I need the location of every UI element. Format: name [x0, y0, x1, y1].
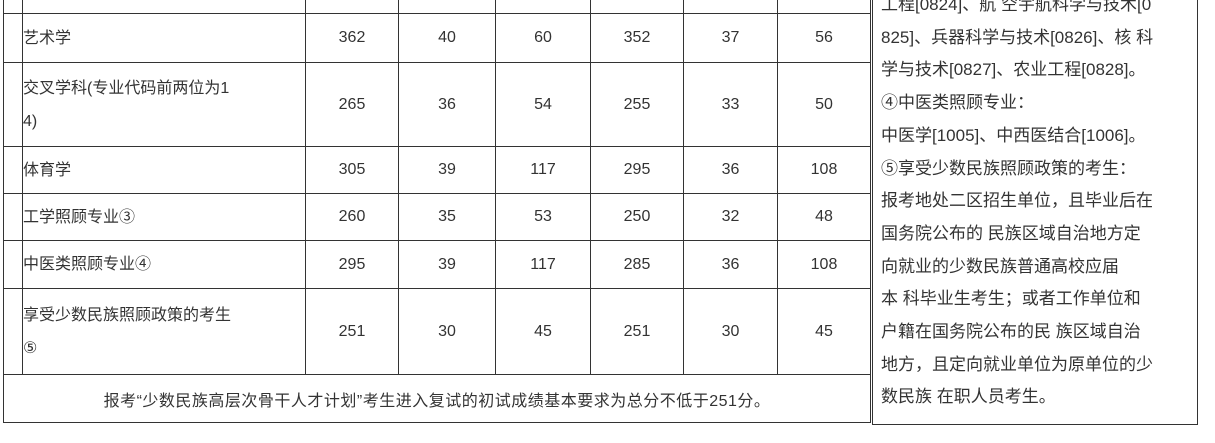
score-cell: 285 [590, 240, 684, 289]
score-cell [683, 0, 778, 14]
score-cell: 117 [495, 240, 591, 289]
score-cell: 362 [305, 13, 399, 63]
score-cell: 45 [777, 288, 871, 375]
table-row-art: 艺术学 362 40 60 352 37 56 [3, 13, 871, 63]
footer-note: 报考“少数民族高层次骨干人才计划”考生进入复试的初试成绩基本要求为总分不低于25… [3, 374, 871, 423]
subject-cell: 中医类照顾专业④ [22, 240, 306, 289]
remarks-line: 国务院公布的 民族区域自治地方定 [881, 223, 1141, 243]
score-cell: 30 [683, 288, 778, 375]
table-row-tcm-care: 中医类照顾专业④ 295 39 117 285 36 108 [3, 240, 871, 289]
score-cell: 50 [777, 62, 871, 147]
score-cell: 250 [590, 193, 684, 241]
subject-cell: 工学照顾专业③ [22, 193, 306, 241]
score-cell: 36 [683, 240, 778, 289]
score-cell: 305 [305, 146, 399, 194]
score-cell: 39 [398, 240, 496, 289]
score-cell: 251 [590, 288, 684, 375]
subject-cell [22, 0, 306, 14]
cut-column-cell [3, 62, 23, 147]
remarks-line: ④中医类照顾专业： [881, 93, 1034, 113]
table-row-minority-policy: 享受少数民族照顾政策的考生 ⑤ 251 30 45 251 30 45 [3, 288, 871, 375]
score-cell [398, 0, 496, 14]
remarks-line: 825]、兵器科学与技术[0826]、核 科 [881, 27, 1154, 47]
score-cell: 40 [398, 13, 496, 63]
remarks-line: 工程[0824]、航 空宇航科学与技术[0 [881, 0, 1152, 14]
score-cell [495, 0, 591, 14]
score-cell: 56 [777, 13, 871, 63]
table-row-engineering-care: 工学照顾专业③ 260 35 53 250 32 48 [3, 193, 871, 241]
remarks-line: 中医学[1005]、中西医结合[1006]。 [881, 125, 1146, 145]
cut-column-cell [3, 240, 23, 289]
score-cell: 48 [777, 193, 871, 241]
score-cell: 60 [495, 13, 591, 63]
score-cell: 35 [398, 193, 496, 241]
remarks-line: 向就业的少数民族普通高校应届 [881, 256, 1119, 276]
score-cell: 265 [305, 62, 399, 147]
remarks-line: 数民族 在职人员考生。 [881, 387, 1056, 407]
subject-cell: 交叉学科(专业代码前两位为1 4) [22, 62, 306, 147]
subject-cell: 艺术学 [22, 13, 306, 63]
score-cell: 33 [683, 62, 778, 147]
score-cell: 53 [495, 193, 591, 241]
score-cell: 37 [683, 13, 778, 63]
remarks-line: ⑤享受少数民族照顾政策的考生： [881, 158, 1136, 178]
score-cell [777, 0, 871, 14]
score-cell: 54 [495, 62, 591, 147]
score-cell: 295 [305, 240, 399, 289]
score-cell: 352 [590, 13, 684, 63]
cut-column-cell [3, 288, 23, 375]
remarks-line: 户籍在国务院公布的民 族区域自治 [881, 322, 1141, 342]
score-cell: 32 [683, 193, 778, 241]
score-cell: 39 [398, 146, 496, 194]
cut-column-cell [3, 193, 23, 241]
table-row-cutoff [3, 0, 871, 14]
remarks-line: 报考地处二区招生单位，且毕业后在 [881, 191, 1153, 211]
score-cell: 30 [398, 288, 496, 375]
remarks-panel: 工程[0824]、航 空宇航科学与技术[0 825]、兵器科学与技术[0826]… [872, 0, 1198, 425]
score-cell: 36 [398, 62, 496, 147]
remarks-line: 学与技术[0827]、农业工程[0828]。 [881, 60, 1146, 80]
score-cell: 108 [777, 146, 871, 194]
score-cell: 251 [305, 288, 399, 375]
score-table: 艺术学 362 40 60 352 37 56 交叉学科(专业代码前两位为1 4… [3, 0, 871, 423]
cut-column-cell [3, 13, 23, 63]
score-cell: 255 [590, 62, 684, 147]
score-cell [305, 0, 399, 14]
score-cell: 45 [495, 288, 591, 375]
cut-column-cell [3, 146, 23, 194]
table-row-interdisciplinary: 交叉学科(专业代码前两位为1 4) 265 36 54 255 33 50 [3, 62, 871, 147]
score-cell [590, 0, 684, 14]
remarks-line: 地方，且定向就业单位为原单位的少 [881, 354, 1153, 374]
score-cell: 36 [683, 146, 778, 194]
subject-cell: 享受少数民族照顾政策的考生 ⑤ [22, 288, 306, 375]
score-cell: 108 [777, 240, 871, 289]
score-cell: 260 [305, 193, 399, 241]
table-footer-row: 报考“少数民族高层次骨干人才计划”考生进入复试的初试成绩基本要求为总分不低于25… [3, 374, 871, 423]
score-cell: 295 [590, 146, 684, 194]
table-row-sports: 体育学 305 39 117 295 36 108 [3, 146, 871, 194]
cut-column-cell [3, 0, 23, 14]
subject-cell: 体育学 [22, 146, 306, 194]
score-cell: 117 [495, 146, 591, 194]
remarks-line: 本 科毕业生考生；或者工作单位和 [881, 289, 1141, 309]
